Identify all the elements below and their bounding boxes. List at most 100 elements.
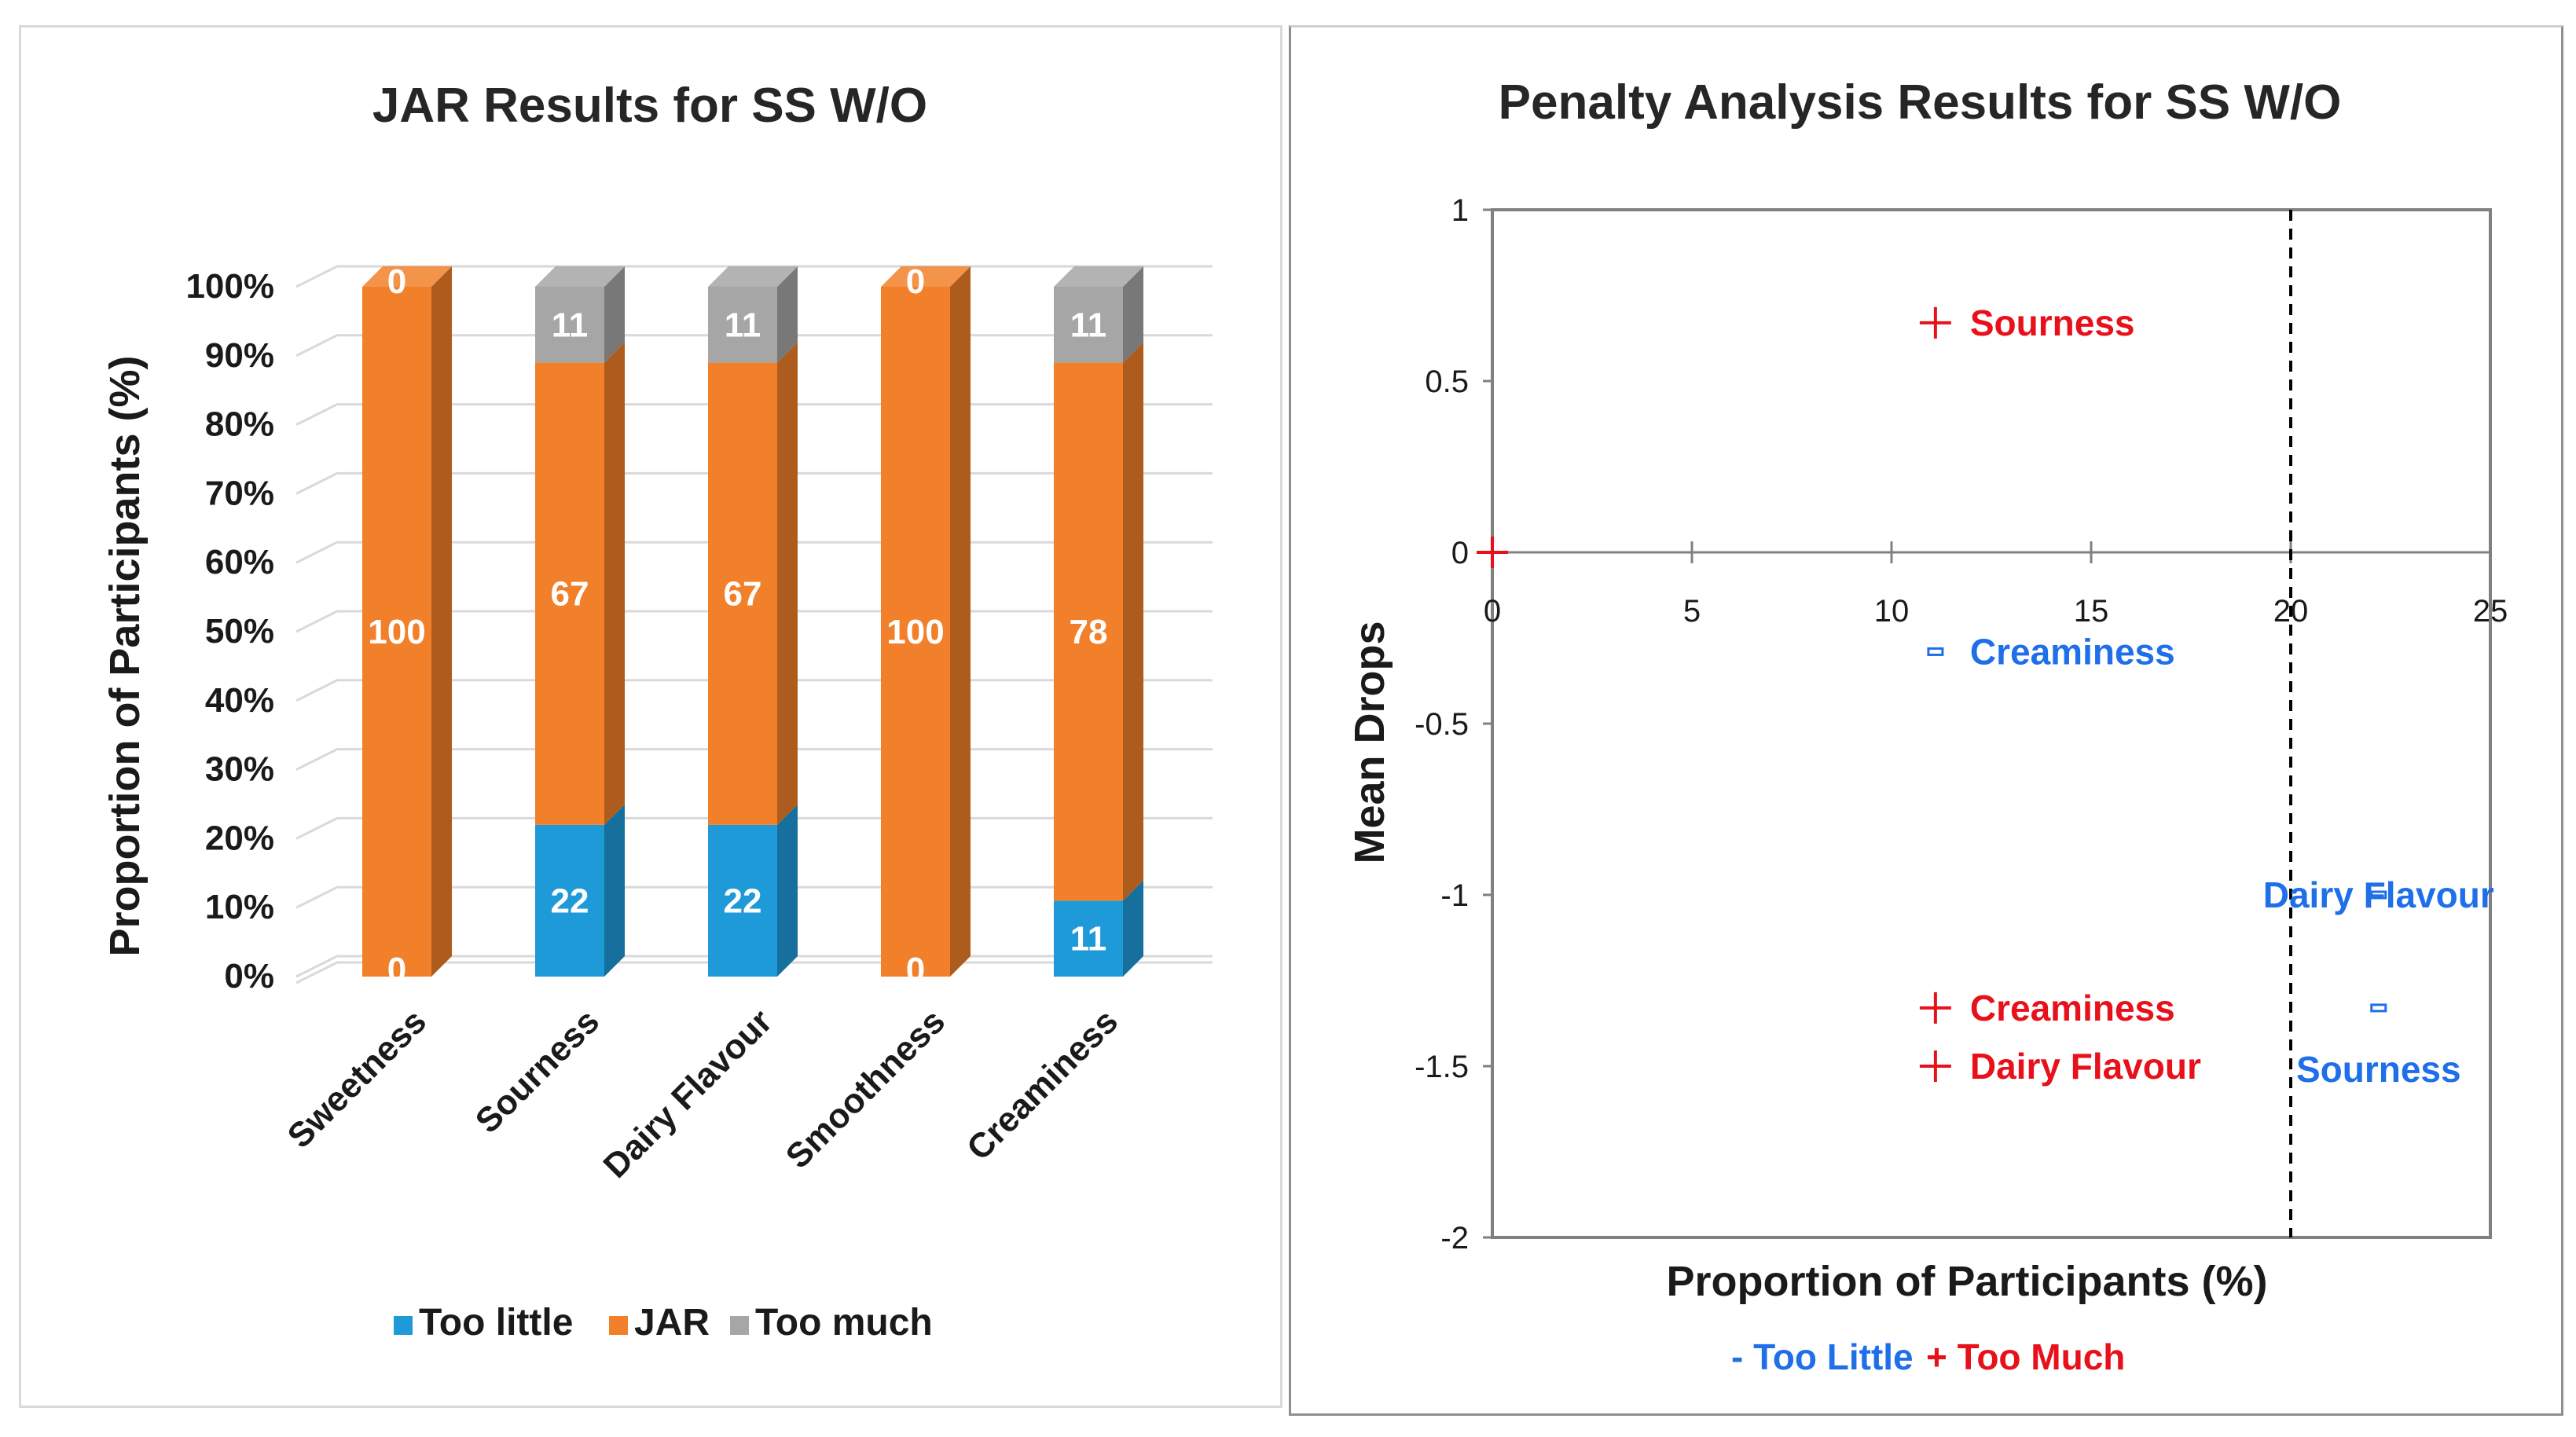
bar-top	[362, 266, 452, 287]
jar-chart: JAR Results for SS W/O 0% 10% 20% 30% 40% 50%…	[101, 79, 1213, 1344]
y-tick-label: -1	[1440, 878, 1469, 913]
data-label: 100	[886, 613, 944, 651]
y-tick-label: 10%	[205, 888, 274, 926]
bar-segment-front	[708, 824, 777, 977]
bar-segment-front	[1054, 287, 1123, 363]
penalty-legend: - Too Little + Too Much	[1731, 1336, 2125, 1377]
x-tick-label: 15	[2074, 594, 2109, 629]
data-label: 11	[552, 306, 589, 344]
x-category-label: Dairy Flavour	[596, 1002, 780, 1185]
penalty-y-axis-title: Mean Drops	[1346, 621, 1393, 863]
bar-segment-front	[535, 362, 604, 825]
jar-legend: Too little JAR Too much	[394, 1302, 933, 1344]
y-tick-label: 60%	[205, 543, 274, 581]
y-tick-label: 0.5	[1425, 365, 1469, 399]
bar-segment-side	[431, 266, 452, 977]
too-little-marker	[2370, 890, 2387, 900]
bar-segment-front	[881, 287, 950, 977]
bar-top	[881, 266, 971, 287]
x-tick-label: 10	[1874, 594, 1910, 629]
too-little-marker	[2370, 1003, 2387, 1013]
y-tick-label: 20%	[205, 819, 274, 857]
y-tick-label: 30%	[205, 750, 274, 789]
data-label: 0	[387, 951, 406, 989]
bar-segment-front	[535, 824, 604, 977]
bar-segment-side	[950, 266, 971, 977]
x-tick-label: 25	[2473, 594, 2508, 629]
data-label: 22	[724, 882, 762, 920]
x-category-label: Sourness	[468, 1002, 607, 1140]
penalty-plot-area: 0 5 10 15 20 2510.50-0.5-1-1.5-2CreaminessDai…	[1415, 193, 2508, 1256]
x-category-label: Smoothness	[779, 1002, 952, 1175]
data-label: 78	[1070, 613, 1108, 651]
data-label: 0	[387, 262, 406, 301]
y-tick-label: -2	[1440, 1221, 1469, 1256]
y-tick-label: 90%	[205, 336, 274, 375]
bar-segment-front	[535, 287, 604, 363]
bar-top	[708, 266, 798, 287]
point-label: Sourness	[1970, 302, 2135, 343]
y-tick-label: 100%	[185, 267, 274, 306]
data-label: 0	[906, 262, 925, 301]
bar-segment-side	[1123, 342, 1143, 901]
penalty-chart-panel: Penalty Analysis Results for SS W/O 0 5 10…	[1289, 25, 2563, 1416]
legend-swatch	[730, 1316, 749, 1335]
data-label: 11	[725, 306, 761, 344]
bar-segment-front	[708, 362, 777, 825]
too-little-marker	[1927, 647, 1944, 656]
bar-segment-side	[777, 342, 798, 825]
point-label: Dairy Flavour	[2263, 874, 2494, 915]
y-tick-label: -0.5	[1415, 707, 1469, 742]
data-label: 22	[551, 882, 589, 920]
data-label: 11	[1070, 306, 1107, 344]
legend-label: Too much	[755, 1302, 933, 1344]
x-category-label: Creaminess	[960, 1002, 1125, 1168]
jar-chart-title: JAR Results for SS W/O	[372, 79, 927, 133]
y-tick-label: 70%	[205, 474, 274, 512]
point-label: Sourness	[2296, 1049, 2461, 1090]
legend-too-much: + Too Much	[1926, 1336, 2125, 1377]
bar-segment-side	[604, 342, 625, 825]
legend-label: Too little	[419, 1302, 573, 1344]
data-label: 0	[906, 951, 925, 989]
y-tick-label: 80%	[205, 405, 274, 444]
bar-segment-front	[1054, 900, 1123, 977]
x-category-label: Sweetness	[281, 1002, 434, 1155]
legend-too-little: - Too Little	[1731, 1336, 1914, 1377]
penalty-chart-title: Penalty Analysis Results for SS W/O	[1499, 75, 2342, 130]
bar-segment-front	[1054, 362, 1123, 901]
point-label: Dairy Flavour	[1970, 1046, 2201, 1087]
y-tick-label: 1	[1451, 193, 1469, 228]
jar-bars: 0 100 0 22 67 11 22 67 11 0 100 0 11 78 11	[362, 262, 1143, 989]
y-tick-label: 40%	[205, 681, 274, 720]
jar-chart-panel: JAR Results for SS W/O 0% 10% 20% 30% 40% 50%…	[19, 25, 1282, 1408]
bar-segment-front	[708, 287, 777, 363]
x-tick-label: 0	[1484, 594, 1501, 629]
legend-swatch	[394, 1316, 413, 1335]
penalty-x-axis-title: Proportion of Participants (%)	[1666, 1258, 2267, 1305]
penalty-chart: Penalty Analysis Results for SS W/O 0 5 10…	[1346, 75, 2508, 1377]
bar-segment-side	[604, 266, 625, 363]
data-label: 11	[1070, 920, 1107, 959]
jar-y-ticks: 0% 10% 20% 30% 40% 50% 60% 70% 80% 90% 100%	[185, 267, 274, 995]
bar-segment-side	[777, 804, 798, 977]
bar-segment-side	[1123, 266, 1143, 363]
x-tick-label: 5	[1683, 594, 1701, 629]
y-tick-label: 50%	[205, 612, 274, 651]
point-label: Creaminess	[1970, 631, 2175, 672]
bar-segment-front	[362, 287, 431, 977]
point-label: Creaminess	[1970, 988, 2175, 1028]
bar-top	[1054, 266, 1143, 287]
legend-swatch	[609, 1316, 628, 1335]
legend-label: JAR	[634, 1302, 710, 1344]
y-tick-label: 0%	[224, 957, 274, 995]
data-label: 67	[551, 575, 589, 614]
bar-segment-side	[604, 804, 625, 977]
bar-segment-side	[1123, 880, 1143, 977]
y-tick-label: 0	[1451, 536, 1469, 570]
jar-y-axis-title: Proportion of Participants (%)	[101, 355, 149, 956]
data-label: 67	[724, 575, 762, 614]
data-label: 100	[368, 613, 425, 651]
bar-top	[535, 266, 625, 287]
